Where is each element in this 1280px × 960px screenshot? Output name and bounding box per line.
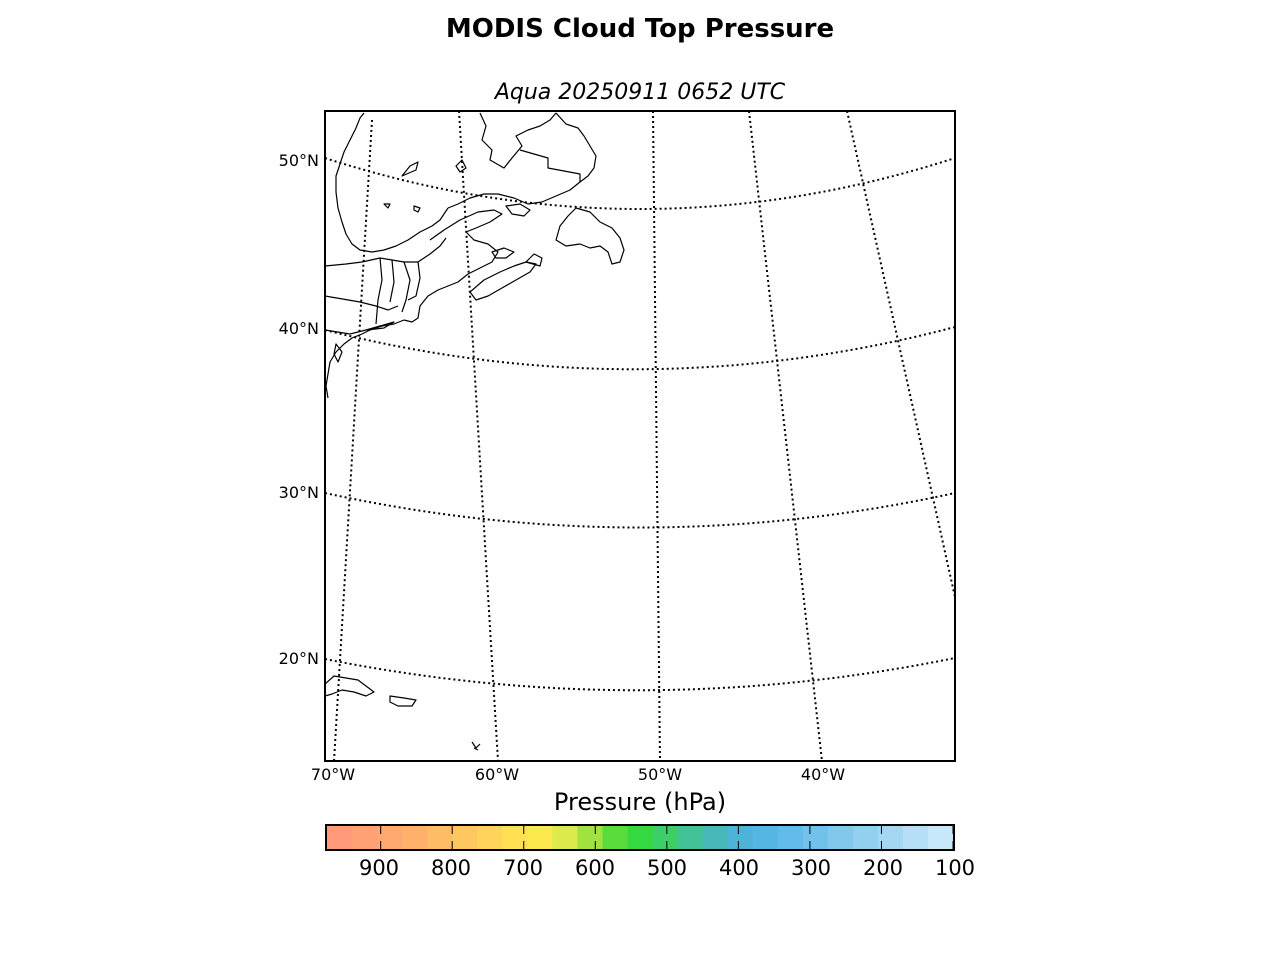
colorbar-swatch (802, 826, 829, 849)
colorbar-tick-label: 100 (934, 856, 976, 880)
colorbar-tick-label: 600 (574, 856, 616, 880)
colorbar-swatch (677, 826, 704, 849)
parallel-30n (325, 492, 955, 529)
colorbar-swatch (527, 826, 553, 849)
lat-label-50n: 50°N (279, 151, 319, 170)
lesser-antilles (471, 741, 481, 751)
map-frame (324, 110, 956, 762)
state-border-5 (407, 261, 421, 301)
us-east-coast (325, 319, 405, 399)
small-lake-2 (383, 203, 391, 209)
coastlines (325, 112, 625, 751)
hispaniola (325, 675, 375, 697)
map-subtitle: Aqua 20250911 0652 UTC (494, 80, 786, 105)
colorbar-swatch (552, 826, 578, 849)
st-lawrence-north (335, 112, 449, 253)
colorbar-tick-labels: 900 800 700 600 500 400 300 200 100 (325, 856, 975, 884)
long-island (365, 321, 395, 331)
chesapeake (333, 343, 343, 363)
state-border-3 (389, 259, 395, 303)
colorbar-tick-label: 500 (646, 856, 688, 880)
meridian-60w (458, 111, 499, 761)
colorbar-tick-label: 900 (358, 856, 400, 880)
colorbar (325, 824, 955, 851)
colorbar-swatch (477, 826, 503, 849)
small-island-1 (401, 161, 419, 177)
cape-breton (525, 253, 543, 267)
lat-label-30n: 30°N (279, 483, 319, 502)
colorbar-swatch (902, 826, 929, 849)
lat-label-40n: 40°N (279, 319, 319, 338)
small-lake-1 (413, 205, 421, 213)
colorbar-title: Pressure (hPa) (553, 788, 727, 816)
colorbar-swatch (327, 826, 353, 849)
small-island-2 (455, 159, 467, 173)
labrador-coast (479, 112, 557, 169)
meridian-50w (652, 111, 661, 761)
us-canada-border (325, 237, 447, 267)
colorbar-swatch (852, 826, 879, 849)
map-content (325, 111, 955, 761)
colorbar-tick-label: 800 (430, 856, 472, 880)
colorbar-swatch (352, 826, 378, 849)
nova-scotia (469, 261, 537, 301)
colorbar-swatch (502, 826, 528, 849)
lon-label-60w: 60°W (475, 765, 519, 784)
colorbar-swatch (577, 826, 604, 849)
colorbar-tick-label: 300 (790, 856, 832, 880)
colorbar-swatch (727, 826, 754, 849)
colorbar-swatch (627, 826, 654, 849)
parallel-50n (325, 157, 955, 210)
state-border-4 (401, 261, 411, 313)
colorbar-swatch (777, 826, 804, 849)
colorbar-tick-label: 200 (862, 856, 904, 880)
colorbar-swatch (402, 826, 428, 849)
labrador-border (519, 149, 581, 182)
lon-label-70w: 70°W (311, 765, 355, 784)
lon-label-40w: 40°W (801, 765, 845, 784)
lon-label-50w: 50°W (638, 765, 682, 784)
meridian-40w (748, 111, 823, 761)
parallel-20n (325, 657, 955, 692)
puerto-rico (389, 695, 417, 707)
main-title: MODIS Cloud Top Pressure (445, 14, 835, 44)
state-border-6 (325, 329, 367, 335)
meridian-70w (333, 119, 373, 761)
gaspe-maritimes (403, 209, 503, 323)
state-border-1 (325, 295, 399, 311)
colorbar-swatch (927, 826, 953, 849)
meridians (333, 111, 955, 761)
colorbar-swatch (827, 826, 854, 849)
colorbar-tick-label: 700 (502, 856, 544, 880)
colorbar-tick-label: 400 (718, 856, 760, 880)
state-border-2 (375, 257, 383, 325)
colorbar-swatch (377, 826, 403, 849)
anticosti (505, 203, 531, 217)
pei (491, 247, 515, 259)
colorbar-swatch (652, 826, 679, 849)
colorbar-swatch (877, 826, 904, 849)
newfoundland (555, 207, 625, 265)
colorbar-swatch (427, 826, 453, 849)
colorbar-swatch (752, 826, 779, 849)
parallel-40n (325, 326, 955, 371)
colorbar-swatch (602, 826, 629, 849)
parallels (325, 157, 955, 692)
colorbar-gradient (327, 826, 953, 849)
colorbar-swatch (702, 826, 729, 849)
lat-label-20n: 20°N (279, 649, 319, 668)
colorbar-swatch (452, 826, 478, 849)
quebec-labrador-shore (447, 112, 597, 209)
